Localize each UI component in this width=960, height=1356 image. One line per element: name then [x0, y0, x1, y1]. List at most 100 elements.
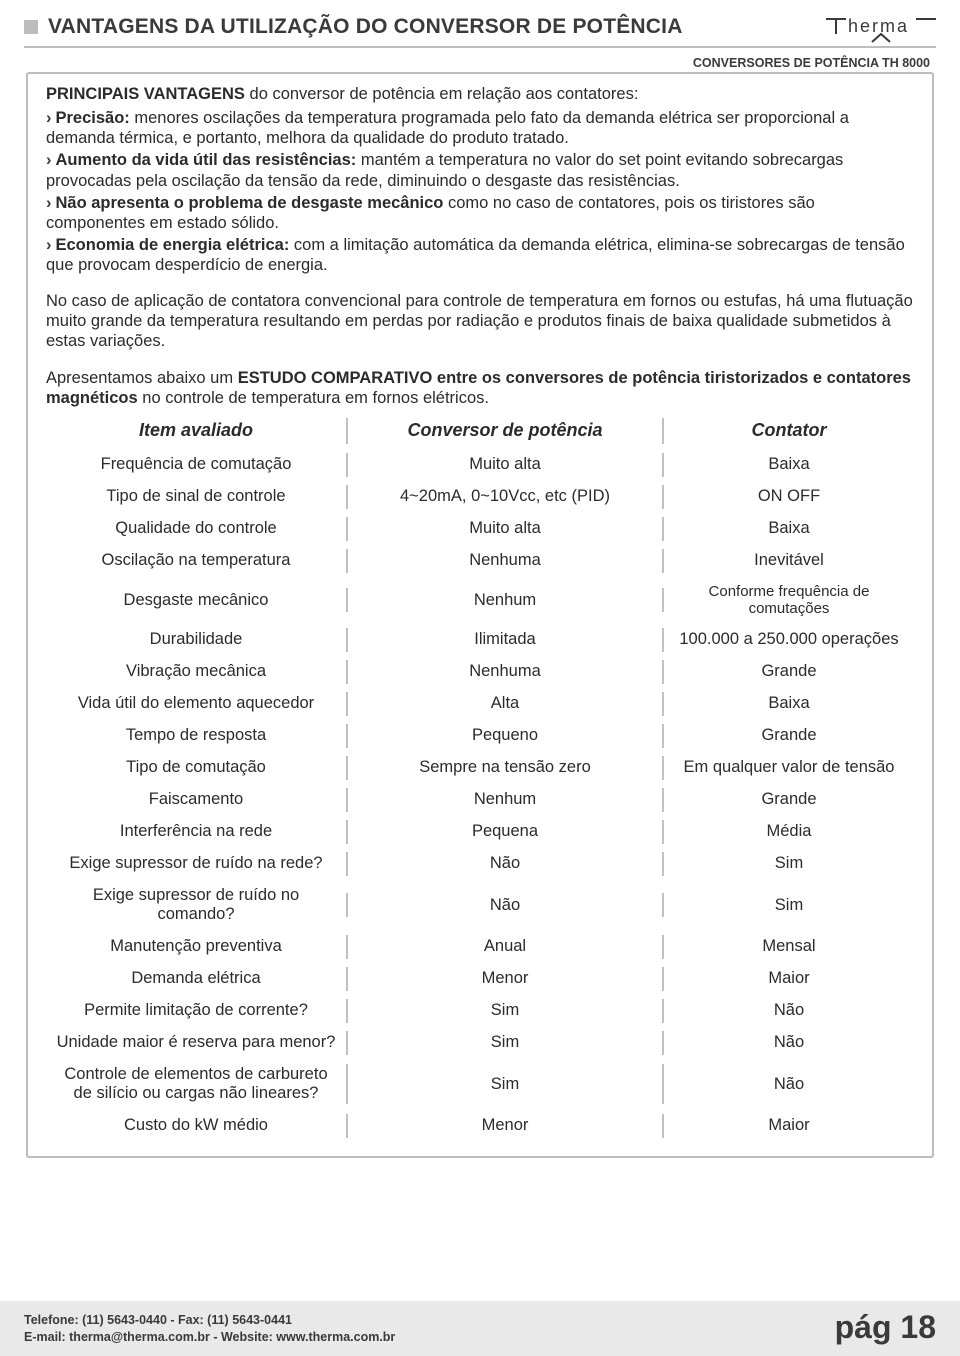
page-title: VANTAGENS DA UTILIZAÇÃO DO CONVERSOR DE … — [48, 15, 683, 39]
bullet-marker-icon: › — [46, 194, 52, 212]
content-box: PRINCIPAIS VANTAGENS do conversor de pot… — [26, 72, 934, 1158]
cell-contator: Não — [664, 1027, 914, 1059]
sub-header: CONVERSORES DE POTÊNCIA TH 8000 — [24, 56, 930, 70]
cell-item: Faiscamento — [46, 784, 346, 816]
paragraph-case: No caso de aplicação de contatora conven… — [46, 291, 914, 351]
cell-contator: Baixa — [664, 513, 914, 545]
cell-conversor: Ilimitada — [348, 624, 662, 656]
study-post: no controle de temperatura em fornos elé… — [138, 389, 489, 407]
bullet-item: ›Não apresenta o problema de desgaste me… — [46, 193, 914, 233]
header-row: VANTAGENS DA UTILIZAÇÃO DO CONVERSOR DE … — [24, 10, 936, 48]
intro-rest: do conversor de potência em relação aos … — [245, 85, 638, 103]
cell-item: Tipo de comutação — [46, 752, 346, 784]
page: VANTAGENS DA UTILIZAÇÃO DO CONVERSOR DE … — [0, 0, 960, 1158]
cell-contator: Maior — [664, 1110, 914, 1142]
cell-item: Durabilidade — [46, 624, 346, 656]
cell-conversor: Muito alta — [348, 449, 662, 481]
table-row: Permite limitação de corrente?SimNão — [46, 995, 914, 1027]
table-row: Manutenção preventivaAnualMensal — [46, 931, 914, 963]
cell-conversor: Não — [348, 889, 662, 921]
table-header-conversor: Conversor de potência — [348, 414, 662, 449]
bullet-marker-icon: › — [46, 151, 52, 169]
cell-contator: Sim — [664, 848, 914, 880]
cell-conversor: Nenhum — [348, 784, 662, 816]
cell-item: Desgaste mecânico — [46, 584, 346, 616]
table-row: Controle de elementos de carbureto de si… — [46, 1059, 914, 1110]
table-row: Exige supressor de ruído na rede?NãoSim — [46, 848, 914, 880]
table-row: Unidade maior é reserva para menor?SimNã… — [46, 1027, 914, 1059]
comparison-table: Item avaliado Conversor de potência Cont… — [46, 414, 914, 1142]
table-row: Qualidade do controleMuito altaBaixa — [46, 513, 914, 545]
cell-conversor: Alta — [348, 688, 662, 720]
cell-conversor: Nenhum — [348, 584, 662, 616]
bullet-item: ›Economia de energia elétrica: com a lim… — [46, 235, 914, 275]
footer-contact: Telefone: (11) 5643-0440 - Fax: (11) 564… — [24, 1312, 395, 1346]
cell-conversor: 4~20mA, 0~10Vcc, etc (PID) — [348, 481, 662, 513]
cell-contator: Não — [664, 1068, 914, 1100]
intro-bold: PRINCIPAIS VANTAGENS — [46, 85, 245, 103]
cell-item: Frequência de comutação — [46, 449, 346, 481]
bullet-bold: Não apresenta o problema de desgaste mec… — [56, 194, 444, 212]
bullet-item: ›Aumento da vida útil das resistências: … — [46, 150, 914, 190]
bullet-bold: Aumento da vida útil das resistências: — [56, 151, 357, 169]
bullet-marker-icon: › — [46, 109, 52, 127]
cell-contator: Grande — [664, 656, 914, 688]
cell-conversor: Pequena — [348, 816, 662, 848]
study-pre: Apresentamos abaixo um — [46, 369, 238, 387]
bullet-bold: Precisão: — [56, 109, 130, 127]
cell-conversor: Sim — [348, 995, 662, 1027]
table-body: Frequência de comutaçãoMuito altaBaixaTi… — [46, 449, 914, 1142]
cell-contator: Baixa — [664, 449, 914, 481]
cell-item: Custo do kW médio — [46, 1110, 346, 1142]
table-row: DurabilidadeIlimitada100.000 a 250.000 o… — [46, 624, 914, 656]
cell-item: Vibração mecânica — [46, 656, 346, 688]
table-row: Desgaste mecânicoNenhumConforme frequênc… — [46, 577, 914, 624]
cell-conversor: Nenhuma — [348, 656, 662, 688]
cell-contator: Não — [664, 995, 914, 1027]
header-left: VANTAGENS DA UTILIZAÇÃO DO CONVERSOR DE … — [24, 15, 683, 39]
cell-conversor: Sim — [348, 1027, 662, 1059]
table-row: Vibração mecânicaNenhumaGrande — [46, 656, 914, 688]
cell-conversor: Menor — [348, 1110, 662, 1142]
svg-text:herma: herma — [848, 16, 909, 36]
table-row: Tipo de comutaçãoSempre na tensão zeroEm… — [46, 752, 914, 784]
cell-contator: ON OFF — [664, 481, 914, 513]
table-row: Frequência de comutaçãoMuito altaBaixa — [46, 449, 914, 481]
table-row: Custo do kW médioMenorMaior — [46, 1110, 914, 1142]
study-intro: Apresentamos abaixo um ESTUDO COMPARATIV… — [46, 368, 914, 408]
table-header-row: Item avaliado Conversor de potência Cont… — [46, 414, 914, 449]
cell-contator: 100.000 a 250.000 operações — [664, 624, 914, 656]
logo: herma — [826, 10, 936, 44]
cell-contator: Mensal — [664, 931, 914, 963]
bullet-bold: Economia de energia elétrica: — [56, 236, 290, 254]
cell-item: Exige supressor de ruído na rede? — [46, 848, 346, 880]
cell-item: Unidade maior é reserva para menor? — [46, 1027, 346, 1059]
cell-item: Tipo de sinal de controle — [46, 481, 346, 513]
footer-email: E-mail: therma@therma.com.br - Website: … — [24, 1329, 395, 1346]
table-row: Tempo de respostaPequenoGrande — [46, 720, 914, 752]
cell-conversor: Sempre na tensão zero — [348, 752, 662, 784]
cell-item: Qualidade do controle — [46, 513, 346, 545]
bullet-marker-icon: › — [46, 236, 52, 254]
cell-item: Interferência na rede — [46, 816, 346, 848]
cell-item: Demanda elétrica — [46, 963, 346, 995]
footer-page-number: pág 18 — [835, 1309, 936, 1346]
cell-contator: Média — [664, 816, 914, 848]
cell-item: Vida útil do elemento aquecedor — [46, 688, 346, 720]
cell-item: Manutenção preventiva — [46, 931, 346, 963]
bullet-text: menores oscilações da temperatura progra… — [46, 109, 849, 147]
cell-conversor: Anual — [348, 931, 662, 963]
cell-contator: Inevitável — [664, 545, 914, 577]
table-header-contator: Contator — [664, 414, 914, 449]
square-bullet-icon — [24, 20, 38, 34]
bullets-list: ›Precisão: menores oscilações da tempera… — [46, 108, 914, 275]
table-row: FaiscamentoNenhumGrande — [46, 784, 914, 816]
table-row: Tipo de sinal de controle4~20mA, 0~10Vcc… — [46, 481, 914, 513]
cell-contator: Grande — [664, 720, 914, 752]
cell-contator: Conforme frequência de comutações — [664, 577, 914, 624]
cell-item: Oscilação na temperatura — [46, 545, 346, 577]
bullet-item: ›Precisão: menores oscilações da tempera… — [46, 108, 914, 148]
cell-item: Controle de elementos de carbureto de si… — [46, 1059, 346, 1110]
table-row: Exige supressor de ruído no comando?NãoS… — [46, 880, 914, 931]
cell-conversor: Pequeno — [348, 720, 662, 752]
